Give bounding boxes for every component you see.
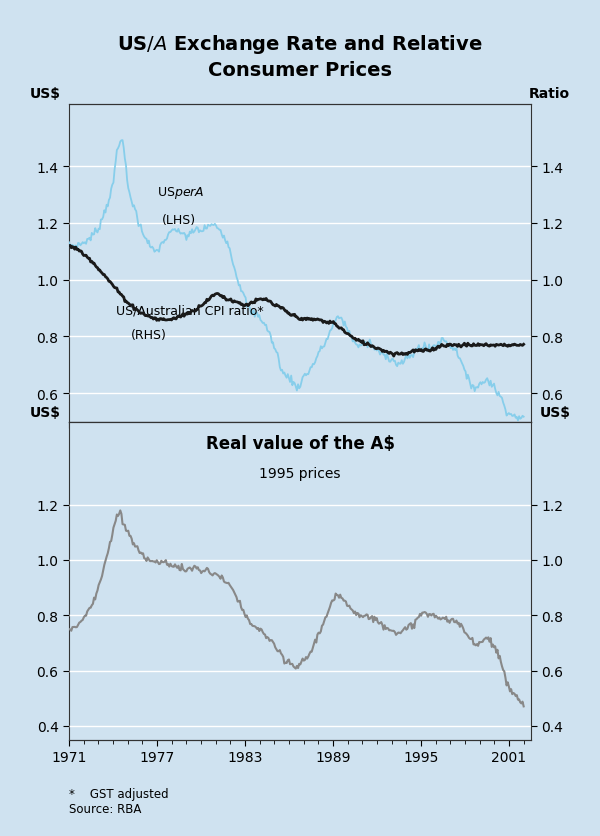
Text: US$: US$ [30,87,61,101]
Text: Ratio: Ratio [529,87,570,101]
Text: 1995 prices: 1995 prices [259,466,341,481]
Text: (LHS): (LHS) [161,213,196,227]
Text: (RHS): (RHS) [131,329,166,341]
Text: US$: US$ [30,405,61,419]
Text: *    GST adjusted
Source: RBA: * GST adjusted Source: RBA [69,788,169,815]
Text: US$: US$ [539,405,570,419]
Text: US/Australian CPI ratio*: US/Australian CPI ratio* [116,304,263,317]
Text: US$/A$ Exchange Rate and Relative
Consumer Prices: US$/A$ Exchange Rate and Relative Consum… [117,33,483,79]
Text: Real value of the A$: Real value of the A$ [205,435,395,453]
Text: US$ per A$: US$ per A$ [157,185,205,201]
